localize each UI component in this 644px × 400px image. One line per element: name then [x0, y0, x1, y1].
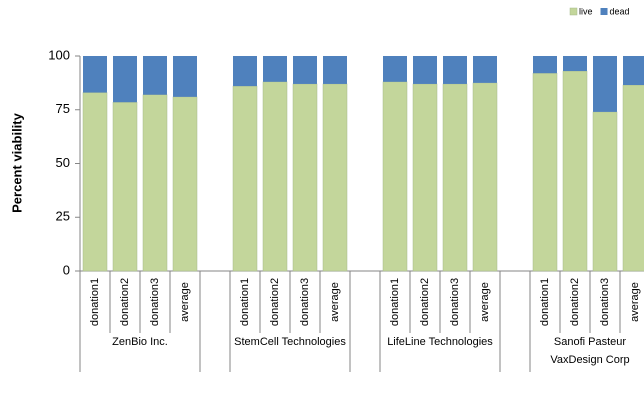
x-tick-label: donation1 — [89, 278, 101, 326]
bar-segment — [532, 72, 558, 272]
x-tick-label: donation3 — [299, 278, 311, 326]
x-tick-label: donation3 — [149, 278, 161, 326]
bar-segment — [622, 84, 644, 272]
bar-segment — [382, 81, 408, 272]
legend-swatch — [569, 7, 578, 16]
bar-segment — [143, 56, 167, 95]
x-tick-label: donation2 — [419, 278, 431, 326]
group-label: StemCell Technologies — [234, 336, 346, 348]
y-tick-label: 75 — [56, 101, 70, 116]
bar-segment — [173, 56, 197, 97]
x-tick-label: average — [329, 282, 341, 322]
bar-segment — [323, 56, 347, 84]
group-label: ZenBio Inc. — [112, 336, 168, 348]
bar-segment — [473, 56, 497, 83]
y-tick-label: 0 — [63, 262, 70, 277]
x-tick-label: donation2 — [269, 278, 281, 326]
bar-segment — [293, 56, 317, 84]
group-label: Sanofi Pasteur — [554, 336, 626, 348]
bar-segment — [322, 83, 348, 272]
y-tick-label: 25 — [56, 209, 70, 224]
legend-label: dead — [610, 6, 630, 16]
bar-segment — [82, 92, 108, 272]
x-tick-label: average — [479, 282, 491, 322]
bar-segment — [442, 83, 468, 272]
bar-segment — [563, 56, 587, 72]
x-tick-label: donation1 — [539, 278, 551, 326]
group-label: VaxDesign Corp — [550, 354, 629, 366]
bar-segment — [562, 70, 588, 272]
bar-segment — [263, 56, 287, 82]
x-tick-label: donation2 — [119, 278, 131, 326]
legend-swatch — [600, 8, 608, 15]
group-label: LifeLine Technologies — [387, 336, 493, 348]
bar-segment — [292, 83, 318, 272]
x-tick-label: donation3 — [599, 278, 611, 326]
bar-segment — [623, 56, 644, 86]
bar-segment — [232, 85, 258, 272]
bar-segment — [112, 101, 138, 272]
bar-segment — [412, 83, 438, 272]
bar-segment — [383, 56, 407, 82]
bar-segment — [142, 94, 168, 272]
bar-segment — [593, 56, 617, 112]
bar-segment — [233, 56, 257, 87]
bar-segment — [413, 56, 437, 84]
bar-segment — [83, 56, 107, 93]
bar-segment — [113, 56, 137, 103]
x-tick-label: donation1 — [239, 278, 251, 326]
bar-segment — [592, 111, 618, 272]
y-tick-label: 50 — [56, 155, 70, 170]
bar-segment — [533, 56, 557, 74]
y-tick-label: 100 — [48, 47, 70, 62]
y-axis-title: Percent viability — [9, 112, 24, 212]
bar-segment — [172, 96, 198, 272]
x-tick-label: donation1 — [389, 278, 401, 326]
x-tick-label: average — [179, 282, 191, 322]
legend-label: live — [579, 6, 593, 16]
x-tick-label: donation2 — [569, 278, 581, 326]
bar-segment — [443, 56, 467, 84]
x-tick-label: average — [629, 282, 641, 322]
bar-segment — [472, 82, 498, 272]
bar-segment — [262, 81, 288, 272]
x-tick-label: donation3 — [449, 278, 461, 326]
